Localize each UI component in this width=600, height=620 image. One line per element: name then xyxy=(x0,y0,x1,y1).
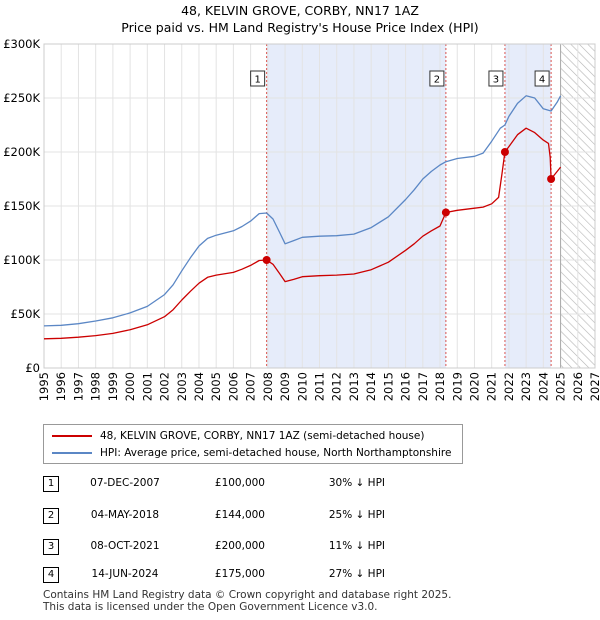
transaction-number-badge: 2 xyxy=(43,508,59,524)
x-tick-label: 2001 xyxy=(140,372,154,401)
sale-point-3 xyxy=(500,148,509,156)
legend-swatch-property xyxy=(52,435,92,437)
legend-label-property: 48, KELVIN GROVE, CORBY, NN17 1AZ (semi-… xyxy=(100,430,425,442)
table-row: 3 08-OCT-2021 £200,000 11% ↓ HPI xyxy=(0,536,600,556)
table-row: 2 04-MAY-2018 £144,000 25% ↓ HPI xyxy=(0,505,600,525)
y-tick-label: £100K xyxy=(3,253,40,267)
chart-title: 48, KELVIN GROVE, CORBY, NN17 1AZ Price … xyxy=(0,2,600,36)
legend-item-hpi: HPI: Average price, semi-detached house,… xyxy=(52,445,451,461)
legend: 48, KELVIN GROVE, CORBY, NN17 1AZ (semi-… xyxy=(43,424,463,464)
y-tick-label: £300K xyxy=(3,37,40,51)
sale-label-1: 1 xyxy=(254,75,260,86)
transaction-hpi-delta: 11% ↓ HPI xyxy=(328,540,385,552)
x-tick-label: 2017 xyxy=(416,372,430,401)
sale-label-2: 2 xyxy=(434,75,440,86)
x-tick-label: 2023 xyxy=(519,372,533,401)
y-tick-label: £150K xyxy=(3,199,40,213)
x-tick-label: 2025 xyxy=(554,372,568,401)
x-tick-label: 2004 xyxy=(192,372,206,401)
title-line-1: 48, KELVIN GROVE, CORBY, NN17 1AZ xyxy=(181,3,419,18)
x-tick-label: 1997 xyxy=(71,372,85,401)
legend-label-hpi: HPI: Average price, semi-detached house,… xyxy=(100,447,452,459)
x-tick-label: 2026 xyxy=(571,372,585,401)
transaction-number-badge: 3 xyxy=(43,539,59,555)
x-tick-label: 2015 xyxy=(381,372,395,401)
sale-point-2 xyxy=(441,208,450,217)
sale-label-box-2 xyxy=(429,70,445,87)
transaction-date: 04-MAY-2018 xyxy=(90,509,160,521)
x-tick-label: 2007 xyxy=(244,372,258,401)
x-tick-label: 2018 xyxy=(433,372,447,401)
title-line-2: Price paid vs. HM Land Registry's House … xyxy=(121,20,479,35)
transaction-price: £100,000 xyxy=(214,477,265,489)
x-tick-label: 2024 xyxy=(536,372,550,401)
x-tick-label: 2011 xyxy=(313,372,327,401)
transaction-number-badge: 1 xyxy=(43,476,59,492)
transaction-date: 08-OCT-2021 xyxy=(90,540,160,552)
transaction-price: £200,000 xyxy=(214,540,265,552)
series-line-hpi xyxy=(43,95,562,327)
sale-label-box-1 xyxy=(250,70,266,87)
transaction-hpi-delta: 27% ↓ HPI xyxy=(328,568,385,580)
x-tick-label: 2020 xyxy=(467,372,481,401)
transaction-hpi-delta: 25% ↓ HPI xyxy=(328,509,385,521)
footer: Contains HM Land Registry data © Crown c… xyxy=(43,589,451,613)
transaction-date: 14-JUN-2024 xyxy=(91,568,159,580)
x-tick-label: 1998 xyxy=(89,372,103,401)
sale-label-box-3 xyxy=(488,70,504,87)
y-tick-label: £0 xyxy=(25,361,40,375)
x-tick-label: 2006 xyxy=(226,372,240,401)
x-tick-label: 2013 xyxy=(347,372,361,401)
x-tick-label: 2005 xyxy=(209,372,223,401)
legend-swatch-hpi xyxy=(52,452,92,454)
plot-frame xyxy=(43,43,596,369)
sale-label-4: 4 xyxy=(539,75,545,86)
sale-point-4 xyxy=(547,175,556,183)
x-tick-label: 2016 xyxy=(399,372,413,401)
y-tick-label: £50K xyxy=(11,307,41,321)
y-tick-label: £250K xyxy=(3,91,40,105)
x-tick-label: 2008 xyxy=(261,372,275,401)
x-tick-label: 2009 xyxy=(278,372,292,401)
table-row: 1 07-DEC-2007 £100,000 30% ↓ HPI xyxy=(0,473,600,493)
x-tick-label: 2019 xyxy=(450,372,464,401)
table-row: 4 14-JUN-2024 £175,000 27% ↓ HPI xyxy=(0,564,600,584)
sale-label-box-4 xyxy=(534,70,550,87)
transaction-price: £175,000 xyxy=(214,568,265,580)
x-tick-label: 2021 xyxy=(485,372,499,401)
x-tick-label: 2027 xyxy=(588,372,600,401)
x-tick-label: 2022 xyxy=(502,372,516,401)
footer-licence: This data is licensed under the Open Gov… xyxy=(43,601,378,613)
x-tick-label: 2002 xyxy=(158,372,172,401)
transaction-price: £144,000 xyxy=(214,509,265,521)
sale-point-1 xyxy=(262,256,271,264)
x-tick-label: 2000 xyxy=(123,372,137,401)
x-tick-label: 1999 xyxy=(106,372,120,401)
footer-copyright: Contains HM Land Registry data © Crown c… xyxy=(43,589,452,601)
x-tick-label: 2003 xyxy=(175,372,189,401)
series-line-property xyxy=(43,127,562,340)
x-tick-label: 2014 xyxy=(364,372,378,401)
x-tick-label: 2012 xyxy=(330,372,344,401)
transaction-number-badge: 4 xyxy=(43,567,59,583)
sale-label-3: 3 xyxy=(493,75,499,86)
transaction-date: 07-DEC-2007 xyxy=(90,477,160,489)
x-tick-label: 1996 xyxy=(54,372,68,401)
legend-item-property: 48, KELVIN GROVE, CORBY, NN17 1AZ (semi-… xyxy=(52,428,424,444)
transaction-hpi-delta: 30% ↓ HPI xyxy=(328,477,385,489)
y-tick-label: £200K xyxy=(3,145,40,159)
x-tick-label: 2010 xyxy=(295,372,309,401)
x-tick-label: 1995 xyxy=(37,372,51,401)
